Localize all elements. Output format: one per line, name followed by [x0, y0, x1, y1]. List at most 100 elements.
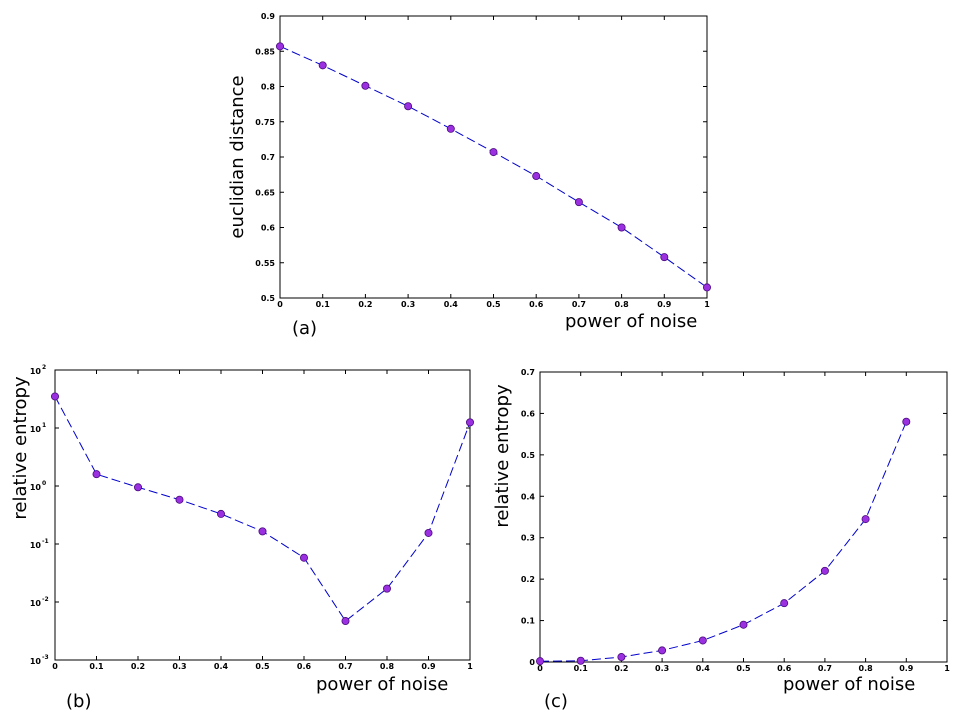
- panel-b-x-tick-label: 0.3: [172, 662, 186, 671]
- panel-b-x-tick-label: 0.2: [131, 662, 145, 671]
- panel-b-data-point: [92, 470, 101, 479]
- panel-b-y-tick-label: 10: [30, 657, 42, 666]
- panel-c-y-tick-label: 0.6: [521, 409, 536, 418]
- panel-c-data-point: [739, 620, 748, 629]
- panel-b-data-point: [216, 509, 225, 518]
- panel-a-x-tick-label: 0.1: [316, 300, 331, 309]
- panel-b-x-tick-label: 0: [52, 662, 58, 671]
- panel-b-chart: 0 0.1 0.2 0.3 0.4 0.5 0.6 0.7 0.8 0.9 1 10-310-210…: [10, 364, 474, 712]
- panel-a-x-tick-label: 0: [277, 300, 283, 309]
- panel-c-x-tick-label: 0.8: [859, 664, 874, 673]
- panel-b-y-tick-label: 10: [30, 541, 42, 550]
- panel-c-y-tick-label: 0.7: [521, 368, 535, 377]
- panel-a-x-tick-label: 0.4: [444, 300, 459, 309]
- panel-c-y-tick-label: 0.5: [521, 451, 536, 460]
- panel-a-chart: 0 0.1 0.2 0.3 0.4 0.5 0.6 0.7 0.8 0.9 1 0.5 0.55 0.6…: [227, 12, 712, 339]
- panel-c-x-tick-labels: 0 0.1 0.2 0.3 0.4 0.5 0.6 0.7 0.8 0.9 1: [537, 664, 950, 673]
- panel-b-y-tick-exponent: 0: [42, 480, 46, 487]
- panel-a-data-point: [574, 198, 583, 207]
- panel-a-y-tick-label: 0.6: [261, 224, 276, 233]
- panel-a-x-tick-label: 0.5: [486, 300, 501, 309]
- panel-a-data-point: [446, 124, 455, 133]
- panel-b-x-tick-labels: 0 0.1 0.2 0.3 0.4 0.5 0.6 0.7 0.8 0.9 1: [52, 662, 473, 671]
- panel-a-ylabel: euclidian distance: [227, 75, 248, 238]
- panel-a-x-tick-label: 1: [704, 300, 710, 309]
- panel-b-label: (b): [66, 691, 91, 712]
- panel-a-data-point: [404, 102, 413, 111]
- panel-b-data-point: [424, 528, 433, 537]
- panel-b-data-point: [258, 527, 267, 536]
- panel-a-y-tick-label: 0.65: [255, 188, 275, 197]
- panel-c-plot-frame: [539, 371, 948, 663]
- panel-b-y-tick-label: 10: [30, 599, 42, 608]
- panel-a-x-tick-label: 0.2: [358, 300, 372, 309]
- panel-c-x-tick-label: 0.2: [614, 664, 628, 673]
- panel-c-data-point: [576, 656, 585, 665]
- panel-b-plot-frame: [54, 369, 471, 661]
- panel-c-y-tick-labels: 0 0.1 0.2 0.3 0.4 0.5 0.6 0.7: [521, 368, 536, 667]
- panel-c-series-markers: [536, 417, 911, 666]
- panel-a-y-tick-label: 0.75: [255, 118, 275, 127]
- panel-a-y-tick-label: 0.5: [261, 294, 276, 303]
- panel-c-chart: 0 0.1 0.2 0.3 0.4 0.5 0.6 0.7 0.8 0.9 1 0 0.1 0.2 0.3…: [492, 368, 950, 712]
- panel-a-y-tick-labels: 0.5 0.55 0.6 0.65 0.7 0.75 0.8 0.85 0.9: [255, 12, 275, 303]
- panel-c-series-line: [539, 421, 907, 662]
- panel-c-ylabel: relative entropy: [492, 384, 513, 528]
- panel-a-data-point: [617, 223, 626, 232]
- panel-b-x-tick-label: 1: [467, 662, 473, 671]
- panel-a-data-point: [318, 61, 327, 70]
- panel-c-data-point: [861, 515, 870, 524]
- panel-b-x-tick-label: 0.5: [255, 662, 270, 671]
- panel-c-x-tick-label: 0: [537, 664, 543, 673]
- panel-a-x-tick-labels: 0 0.1 0.2 0.3 0.4 0.5 0.6 0.7 0.8 0.9 1: [277, 300, 710, 309]
- panel-a-data-point: [489, 148, 498, 157]
- panel-c-y-tick-label: 0.3: [521, 534, 535, 543]
- panel-a-series-line: [279, 45, 708, 288]
- panel-c-xlabel: power of noise: [783, 674, 915, 695]
- panel-a-data-point: [660, 253, 669, 262]
- panel-b-xlabel: power of noise: [316, 674, 448, 695]
- panel-a-x-tick-label: 0.7: [572, 300, 586, 309]
- panel-c-data-point: [902, 417, 911, 426]
- panel-c-x-tick-label: 0.3: [655, 664, 669, 673]
- panel-b-data-point: [175, 495, 184, 504]
- panel-c-x-tick-label: 0.5: [736, 664, 751, 673]
- panel-b-y-tick-label: 10: [30, 425, 42, 434]
- panel-c-ticks: [539, 371, 948, 663]
- panel-a-data-point: [275, 42, 284, 51]
- panel-b-y-tick-exponent: -3: [42, 654, 49, 661]
- panel-a-x-tick-label: 0.3: [401, 300, 415, 309]
- panel-c-data-point: [617, 653, 626, 662]
- panel-c-data-point: [780, 599, 789, 608]
- panel-b-data-point: [299, 553, 308, 562]
- panel-b-data-point: [382, 584, 391, 593]
- panel-b-series-line: [54, 396, 471, 622]
- panel-a-y-tick-label: 0.9: [261, 12, 276, 21]
- panel-b-x-tick-label: 0.8: [380, 662, 395, 671]
- panel-c-y-tick-label: 0: [529, 658, 535, 667]
- panel-c-y-tick-label: 0.1: [521, 617, 536, 626]
- panel-a-y-tick-label: 0.55: [255, 259, 275, 268]
- panel-a-xlabel: power of noise: [565, 311, 697, 332]
- panel-c-x-tick-label: 1: [944, 664, 950, 673]
- panel-a-x-tick-label: 0.8: [615, 300, 630, 309]
- panel-c-y-tick-label: 0.4: [521, 492, 536, 501]
- panel-b-y-tick-exponent: -2: [42, 596, 49, 603]
- panel-b-data-point: [341, 617, 350, 626]
- panel-b-data-point: [133, 483, 142, 492]
- panel-b-data-point: [51, 392, 60, 401]
- panel-a-data-point: [361, 81, 370, 90]
- panel-c-data-point: [820, 566, 829, 575]
- panel-a-series-markers: [275, 42, 712, 292]
- panel-b-ticks: [54, 369, 471, 661]
- panel-b-x-tick-label: 0.7: [338, 662, 352, 671]
- panel-b-y-tick-exponent: -1: [42, 538, 49, 545]
- panel-a-y-tick-label: 0.7: [261, 153, 275, 162]
- panel-c-data-point: [658, 646, 667, 655]
- panel-c-label: (c): [544, 691, 568, 712]
- panel-b-data-point: [465, 418, 474, 427]
- panel-a-data-point: [703, 283, 712, 292]
- panel-a-x-tick-label: 0.9: [657, 300, 672, 309]
- panel-c-y-tick-label: 0.2: [521, 575, 535, 584]
